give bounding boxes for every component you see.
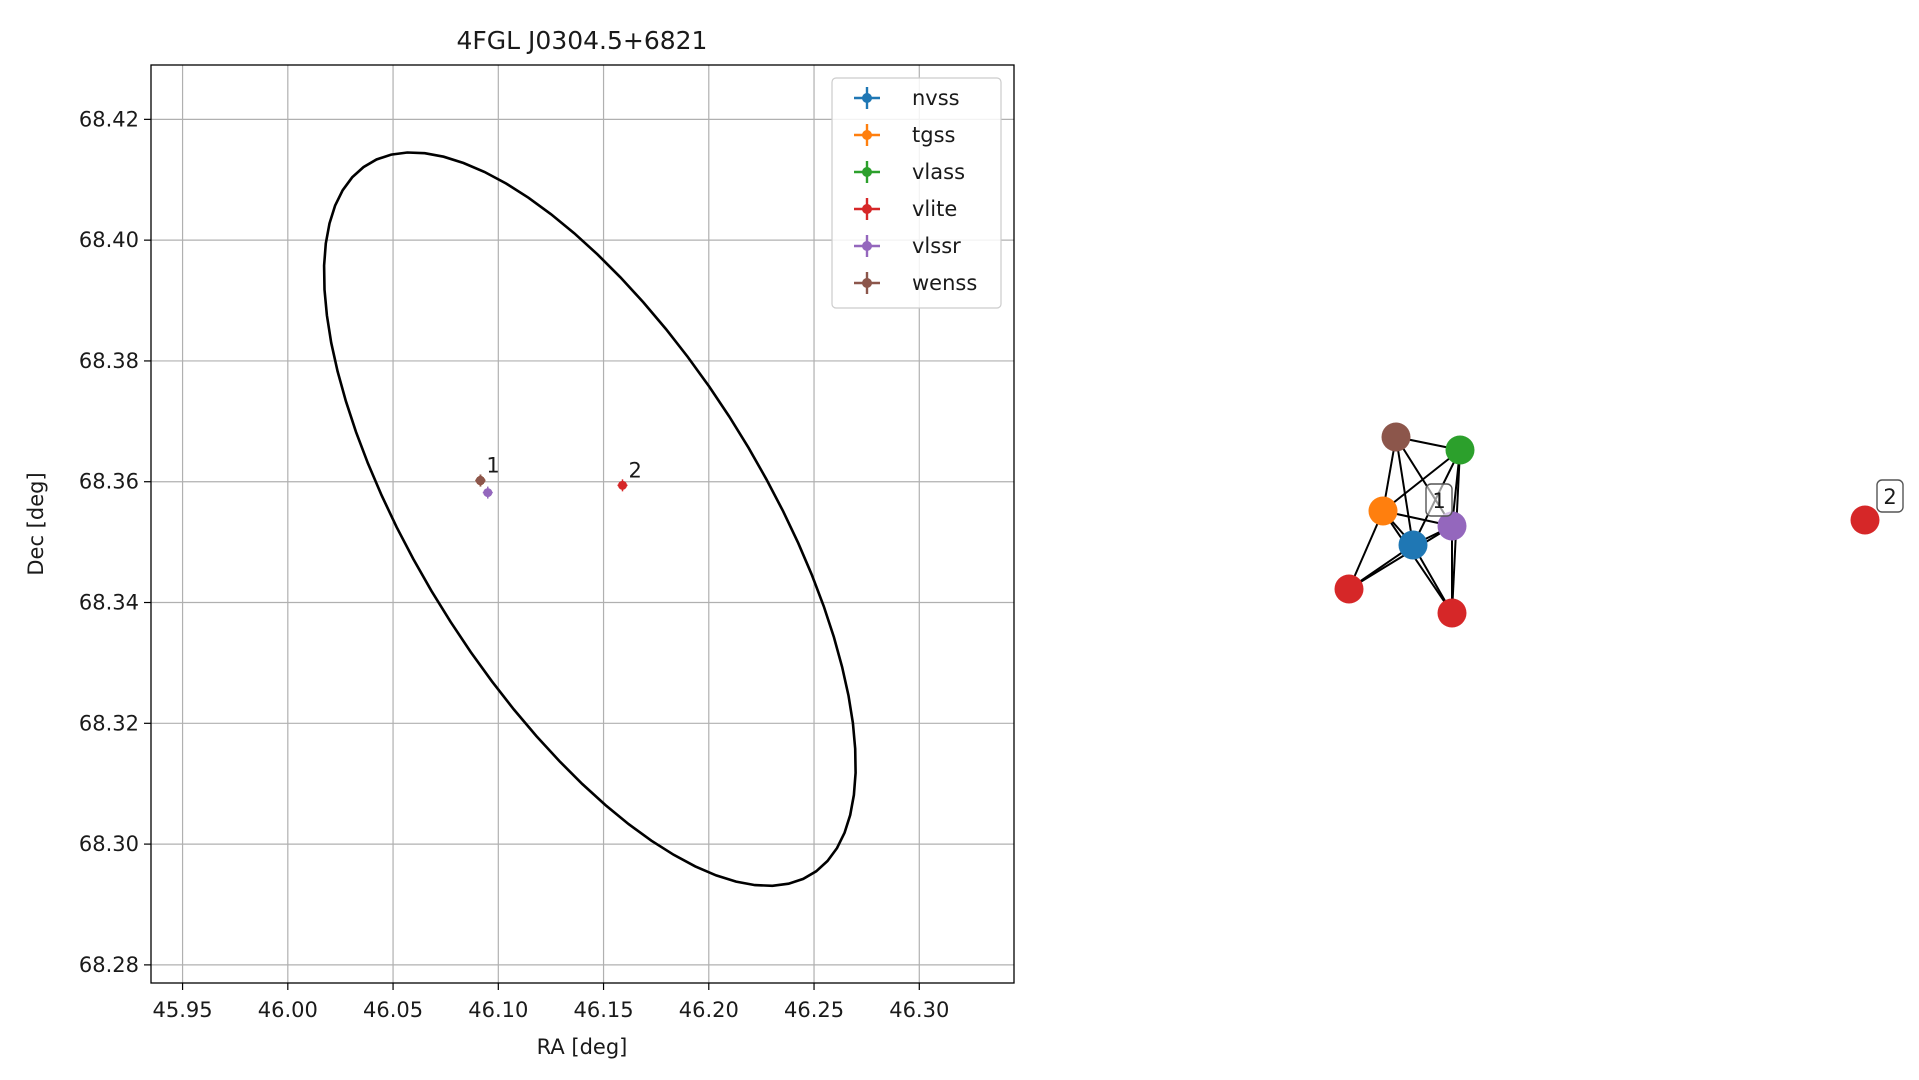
data-points: [475, 474, 628, 499]
x-tick-label: 46.10: [468, 998, 528, 1022]
graph-edge: [1348, 525, 1453, 590]
legend-label-vlass: vlass: [912, 160, 965, 184]
y-tick-label: 68.40: [79, 228, 139, 252]
legend-marker-dot: [862, 130, 872, 140]
legend-label-vlite: vlite: [912, 197, 957, 221]
x-tick-label: 46.25: [784, 998, 844, 1022]
graph-node-vlite-a: [1334, 574, 1364, 604]
graph-node-vlite-b: [1437, 598, 1467, 628]
x-tick-label: 46.20: [679, 998, 739, 1022]
y-tick-label: 68.28: [79, 953, 139, 977]
point-annotation: 1: [486, 454, 499, 478]
y-axis-label: Dec [deg]: [24, 472, 48, 575]
graph-edge: [1395, 436, 1414, 546]
y-tick-label: 68.34: [79, 591, 139, 615]
x-axis-label: RA [deg]: [537, 1035, 628, 1059]
legend-marker-dot: [862, 93, 872, 103]
legend: nvss tgss vlass vlite vlssr wenss: [831, 77, 1002, 309]
graph-edge: [1382, 510, 1453, 614]
chart-title: 4FGL J0304.5+6821: [457, 26, 708, 55]
x-tick-label: 46.05: [363, 998, 423, 1022]
vlite-point: [617, 480, 627, 490]
graph-label-box: [1425, 483, 1453, 517]
graph-node-vlass: [1445, 435, 1475, 465]
x-tick-label: 46.30: [889, 998, 949, 1022]
x-tick-label: 45.95: [153, 998, 213, 1022]
legend-label-tgss: tgss: [912, 123, 955, 147]
y-tick-label: 68.32: [79, 711, 139, 735]
grid: [151, 65, 1014, 983]
x-tick-label: 46.00: [258, 998, 318, 1022]
graph-edge: [1382, 449, 1461, 512]
legend-marker-dot: [862, 204, 872, 214]
graph-node-nvss: [1398, 530, 1428, 560]
y-tick-label: 68.38: [79, 349, 139, 373]
legend-label-vlssr: vlssr: [912, 234, 961, 258]
legend-label-wenss: wenss: [912, 271, 977, 295]
graph-node-wenss: [1381, 422, 1411, 452]
graph-nodes: [1334, 422, 1880, 628]
axes-frame: [150, 64, 1015, 984]
graph-label: 2: [1883, 485, 1896, 509]
graph-node-vlssr: [1437, 511, 1467, 541]
y-tick-label: 68.42: [79, 107, 139, 131]
legend-marker-dot: [862, 241, 872, 251]
graph-node-tgss: [1368, 496, 1398, 526]
legend-label-nvss: nvss: [912, 86, 960, 110]
vlssr-point: [483, 488, 493, 498]
legend-marker-dot: [862, 167, 872, 177]
axis-ticks: 45.95 46.00 46.05 46.10 46.15 46.20 46.25 46.30…: [79, 107, 949, 1022]
y-tick-label: 68.36: [79, 470, 139, 494]
graph-label: 1: [1432, 489, 1445, 513]
error-ellipse-path: [322, 151, 857, 888]
wenss-point: [475, 476, 485, 486]
y-tick-label: 68.30: [79, 832, 139, 856]
error-ellipse: [322, 151, 857, 888]
legend-marker-dot: [862, 278, 872, 288]
graph-node-vlite-c: [1850, 505, 1880, 535]
x-tick-label: 46.15: [573, 998, 633, 1022]
graph-label-box: [1876, 479, 1904, 513]
point-annotation: 2: [628, 458, 641, 482]
